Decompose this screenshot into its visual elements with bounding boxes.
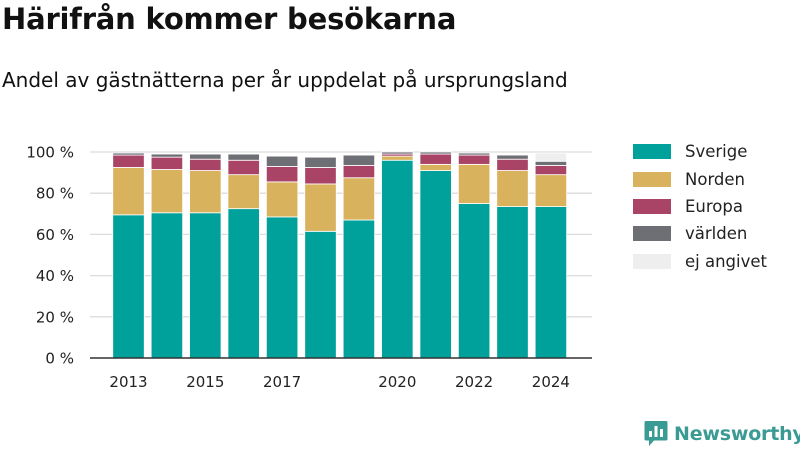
- chart-legend: Sverige Norden Europa världen ej angivet: [633, 138, 767, 275]
- bar-segment-sverige-2019: [342, 219, 376, 359]
- bar-segment-sverige-2017: [265, 216, 299, 359]
- bar-segment-norden-2019: [342, 177, 376, 221]
- y-tick-label: 100 %: [26, 144, 74, 162]
- bar-segment-varlden-2015: [189, 153, 222, 160]
- legend-label: världen: [685, 224, 748, 244]
- x-tick-label: 2015: [186, 373, 224, 391]
- bar-segment-europa-2017: [265, 166, 299, 183]
- bar-segment-norden-2023: [496, 170, 529, 207]
- legend-item-europa: Europa: [633, 193, 767, 220]
- bar-segment-norden-2021: [419, 163, 452, 171]
- bar-segment-norden-2024: [534, 174, 568, 207]
- legend-label: Europa: [685, 196, 743, 216]
- legend-swatch: [633, 144, 671, 160]
- x-tick-label: 2017: [263, 373, 301, 391]
- newsworthy-logo: Newsworthy: [644, 420, 800, 447]
- bar-segment-norden-2018: [304, 183, 337, 232]
- chart-subtitle: Andel av gästnätterna per år uppdelat på…: [2, 68, 568, 92]
- y-tick-label: 60 %: [36, 226, 74, 244]
- bar-segment-norden-2020: [381, 155, 414, 161]
- y-tick-label: 40 %: [36, 267, 74, 285]
- bar-segment-europa-2023: [496, 158, 529, 171]
- bar-chart-logo-icon: [644, 421, 668, 446]
- legend-item-ej-angivet: ej angivet: [633, 248, 767, 275]
- bar-segment-norden-2014: [150, 169, 184, 214]
- x-tick-label: 2024: [532, 373, 570, 391]
- legend-label: Sverige: [685, 142, 748, 162]
- bar-segment-sverige-2014: [150, 212, 184, 359]
- bar-segment-sverige-2022: [457, 203, 491, 359]
- bar-segment-norden-2016: [227, 174, 260, 210]
- bar-segment-europa-2016: [227, 159, 260, 176]
- bar-segment-varlden-2020: [381, 151, 414, 155]
- bar-segment-varlden-2018: [304, 156, 337, 168]
- bar-segment-varlden-2017: [265, 155, 299, 167]
- legend-item-sverige: Sverige: [633, 138, 767, 165]
- bar-segment-sverige-2024: [534, 206, 568, 359]
- bar-segment-varlden-2021: [419, 151, 452, 155]
- bar-segment-varlden-2024: [534, 160, 568, 166]
- y-tick-label: 0 %: [45, 350, 74, 368]
- bar-segment-norden-2015: [189, 170, 222, 214]
- bar-segment-europa-2013: [112, 154, 145, 168]
- bar-segment-europa-2021: [419, 153, 452, 165]
- bar-segment-europa-2018: [304, 167, 337, 185]
- bar-segment-varlden-2019: [342, 154, 376, 166]
- legend-swatch: [633, 253, 671, 269]
- bar-segment-ej-angivet-2024: [534, 152, 568, 162]
- bar-segment-sverige-2016: [227, 208, 260, 359]
- bar-segment-europa-2014: [150, 156, 184, 170]
- bar-segment-varlden-2014: [150, 153, 184, 158]
- bar-segment-europa-2015: [189, 158, 222, 171]
- bar-segment-sverige-2013: [112, 214, 145, 359]
- bar-segment-europa-2019: [342, 164, 376, 179]
- bar-segment-varlden-2023: [496, 154, 529, 160]
- legend-label: ej angivet: [685, 251, 767, 271]
- brand-name: Newsworthy: [674, 422, 800, 445]
- legend-item-norden: Norden: [633, 165, 767, 192]
- bar-segment-norden-2013: [112, 167, 145, 216]
- bar-segment-sverige-2023: [496, 206, 529, 359]
- legend-swatch: [633, 198, 671, 214]
- bar-segment-sverige-2020: [381, 159, 414, 359]
- bar-segment-europa-2022: [457, 154, 491, 165]
- bar-segment-varlden-2022: [457, 152, 491, 156]
- x-tick-label: 2013: [109, 373, 147, 391]
- legend-swatch: [633, 226, 671, 242]
- y-tick-label: 20 %: [36, 308, 74, 326]
- y-tick-label: 80 %: [36, 185, 74, 203]
- bar-segment-varlden-2016: [227, 153, 260, 161]
- x-tick-label: 2020: [378, 373, 416, 391]
- bar-segment-norden-2022: [457, 163, 491, 204]
- bar-segment-sverige-2018: [304, 230, 337, 359]
- bar-segment-varlden-2013: [112, 152, 145, 156]
- legend-label: Norden: [685, 169, 746, 189]
- bar-segment-sverige-2021: [419, 170, 452, 359]
- legend-item-varlden: världen: [633, 220, 767, 247]
- x-tick-label: 2022: [455, 373, 493, 391]
- bar-segment-europa-2024: [534, 164, 568, 176]
- bar-segment-sverige-2015: [189, 212, 222, 359]
- bar-segment-norden-2017: [265, 181, 299, 218]
- legend-swatch: [633, 171, 671, 187]
- chart-title: Härifrån kommer besökarna: [2, 2, 457, 36]
- stacked-bar-chart: 0 % 20 % 40 % 60 % 80 % 100 % 2013 2015 2017 2020…: [26, 144, 592, 391]
